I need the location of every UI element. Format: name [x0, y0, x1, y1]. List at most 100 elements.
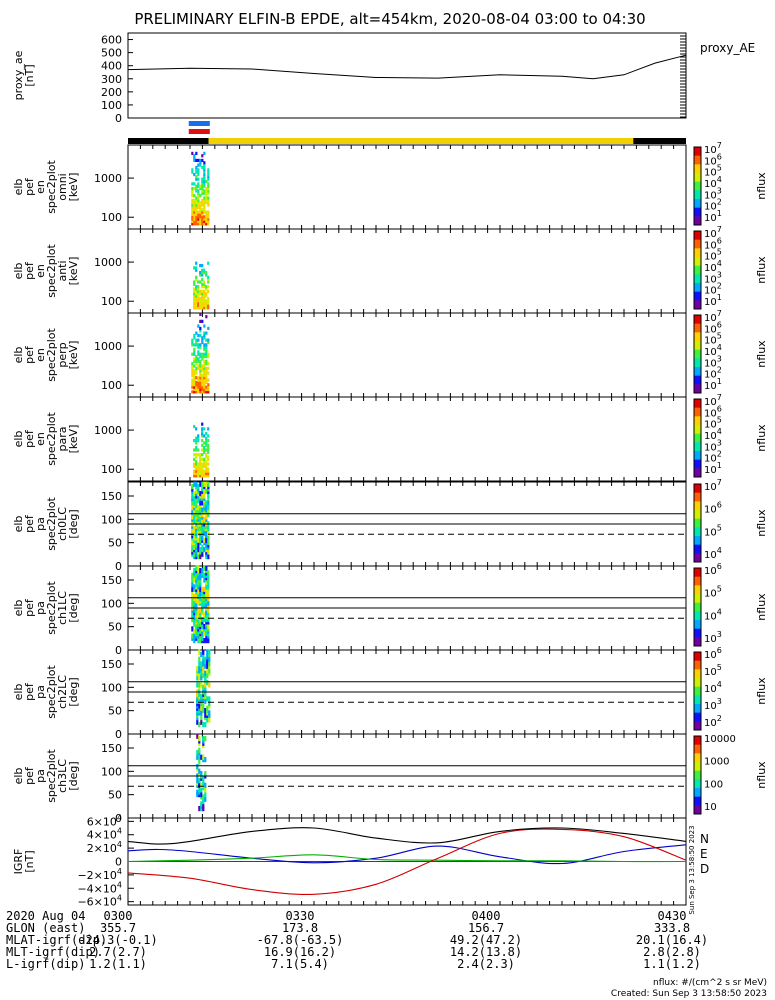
spectrogram-cell — [195, 453, 198, 457]
spectrogram-cell — [197, 448, 200, 452]
pitch-y-tick-label: 50 — [108, 537, 122, 550]
spectrogram-cell — [207, 427, 210, 431]
ae-y-tick-label: 600 — [101, 34, 122, 47]
spectrogram-cell — [203, 464, 206, 469]
spectrogram-cell — [206, 659, 209, 665]
energy-spectrogram — [191, 151, 210, 226]
axis-label-line: pef — [23, 598, 36, 617]
spectrogram-cell — [200, 705, 203, 711]
energy-y-tick-label: 100 — [101, 295, 122, 308]
spectrogram-cell — [191, 217, 194, 221]
spectrogram-cell — [207, 549, 210, 555]
spectrogram-cell — [203, 493, 206, 499]
spectrogram-cell — [201, 184, 204, 188]
spectrogram-cell — [193, 439, 196, 443]
spectrogram-cell — [195, 184, 198, 188]
colorbar-swatch — [694, 678, 701, 688]
spectrogram-cell — [199, 201, 202, 205]
spectrogram-cell — [197, 537, 200, 543]
colorbar-tick-label: 103 — [704, 630, 722, 645]
igrf-series-d — [127, 828, 687, 896]
spectrogram-cell — [199, 333, 202, 338]
spectrogram-cell — [199, 222, 202, 226]
spectrogram-cell — [205, 347, 208, 352]
spectrogram-cell — [203, 191, 206, 195]
spectrogram-cell — [205, 455, 208, 459]
colorbar-tick-label: 103 — [704, 354, 722, 369]
spectrogram-cell — [191, 572, 194, 578]
spectrogram-cell — [205, 530, 208, 536]
spectrogram-cell — [195, 469, 198, 473]
spectrogram-cell — [191, 151, 194, 155]
spectrogram-cell — [193, 212, 196, 217]
colorbar-tick-label: 105 — [704, 585, 722, 600]
spectrogram-cell — [196, 675, 199, 681]
colorbar-tick-label: 102 — [704, 198, 722, 213]
spectrogram-cell — [197, 205, 200, 209]
spectrogram-cell — [200, 675, 203, 681]
colorbar-tick-label: 105 — [704, 164, 722, 179]
spectrogram-cell — [201, 212, 204, 217]
spectrogram-cell — [195, 331, 198, 335]
spectrogram-cell — [207, 439, 210, 443]
colorbar-swatch — [694, 433, 701, 443]
colorbar-swatch — [694, 257, 701, 267]
spectrogram-cell — [203, 208, 206, 212]
spectrogram-cell — [197, 385, 200, 389]
spectrogram-cell — [203, 390, 206, 394]
spectrogram-cell — [191, 505, 194, 511]
spectrogram-cell — [205, 355, 208, 359]
spectrogram-cell — [203, 289, 206, 293]
spectrogram-cell — [204, 708, 207, 714]
spectrogram-cell — [195, 617, 198, 623]
footer-row-label: 2020 Aug 04 — [6, 909, 86, 923]
spectrogram-cell — [207, 387, 210, 392]
spectrogram-cell — [208, 701, 211, 707]
spectrogram-cell — [201, 467, 204, 471]
spectrogram-cell — [203, 292, 206, 296]
footer-cell: 355.7 — [99, 921, 137, 935]
spectrogram-cell — [197, 219, 200, 224]
spectrogram-cell — [207, 217, 210, 221]
footer-cell: 173.8 — [281, 921, 319, 935]
spectrogram-cell — [193, 203, 196, 207]
spectrogram-cell — [204, 792, 207, 798]
spectrogram-cell — [200, 661, 203, 667]
spectrogram-cell — [201, 366, 204, 370]
spectrogram-cell — [199, 390, 202, 394]
spectrogram-cell — [197, 378, 200, 382]
spectrogram-cell — [203, 387, 206, 392]
spectrogram-cell — [208, 661, 211, 667]
axis-label-line: [deg] — [67, 509, 80, 538]
spectrogram-cell — [195, 261, 198, 265]
spectrogram-cell — [199, 383, 202, 387]
colorbar-frame — [693, 567, 702, 647]
spectrogram-cell — [203, 383, 206, 387]
colorbar-tick-label: 104 — [704, 546, 722, 561]
colorbar-swatch — [694, 248, 701, 258]
spectrogram-cell — [201, 493, 204, 499]
spectrogram-cell — [197, 299, 200, 303]
spectrogram-cell — [197, 565, 200, 571]
spectrogram-cell — [203, 271, 206, 275]
spectrogram-cell — [195, 357, 198, 361]
spectrogram-cell — [195, 205, 198, 209]
energy-y-tick-label: 1000 — [94, 172, 122, 185]
colorbar-swatch — [694, 425, 701, 435]
spectrogram-cell — [197, 621, 200, 627]
spectrogram-cell — [204, 722, 207, 728]
colorbar-swatch — [694, 652, 701, 662]
colorbar-label: nflux — [755, 256, 768, 284]
colorbar-tick-label: 1000 — [704, 757, 729, 768]
spectrogram-cell — [207, 624, 210, 630]
spectrogram-cell — [204, 663, 207, 669]
spectrogram-cell — [199, 469, 202, 473]
axis-label-line: pa — [34, 685, 47, 699]
footer-cell: 14.2(13.8) — [449, 945, 523, 959]
spectrogram-cell — [207, 222, 210, 226]
spectrogram-cell — [195, 289, 198, 293]
spectrogram-cell — [193, 491, 196, 497]
